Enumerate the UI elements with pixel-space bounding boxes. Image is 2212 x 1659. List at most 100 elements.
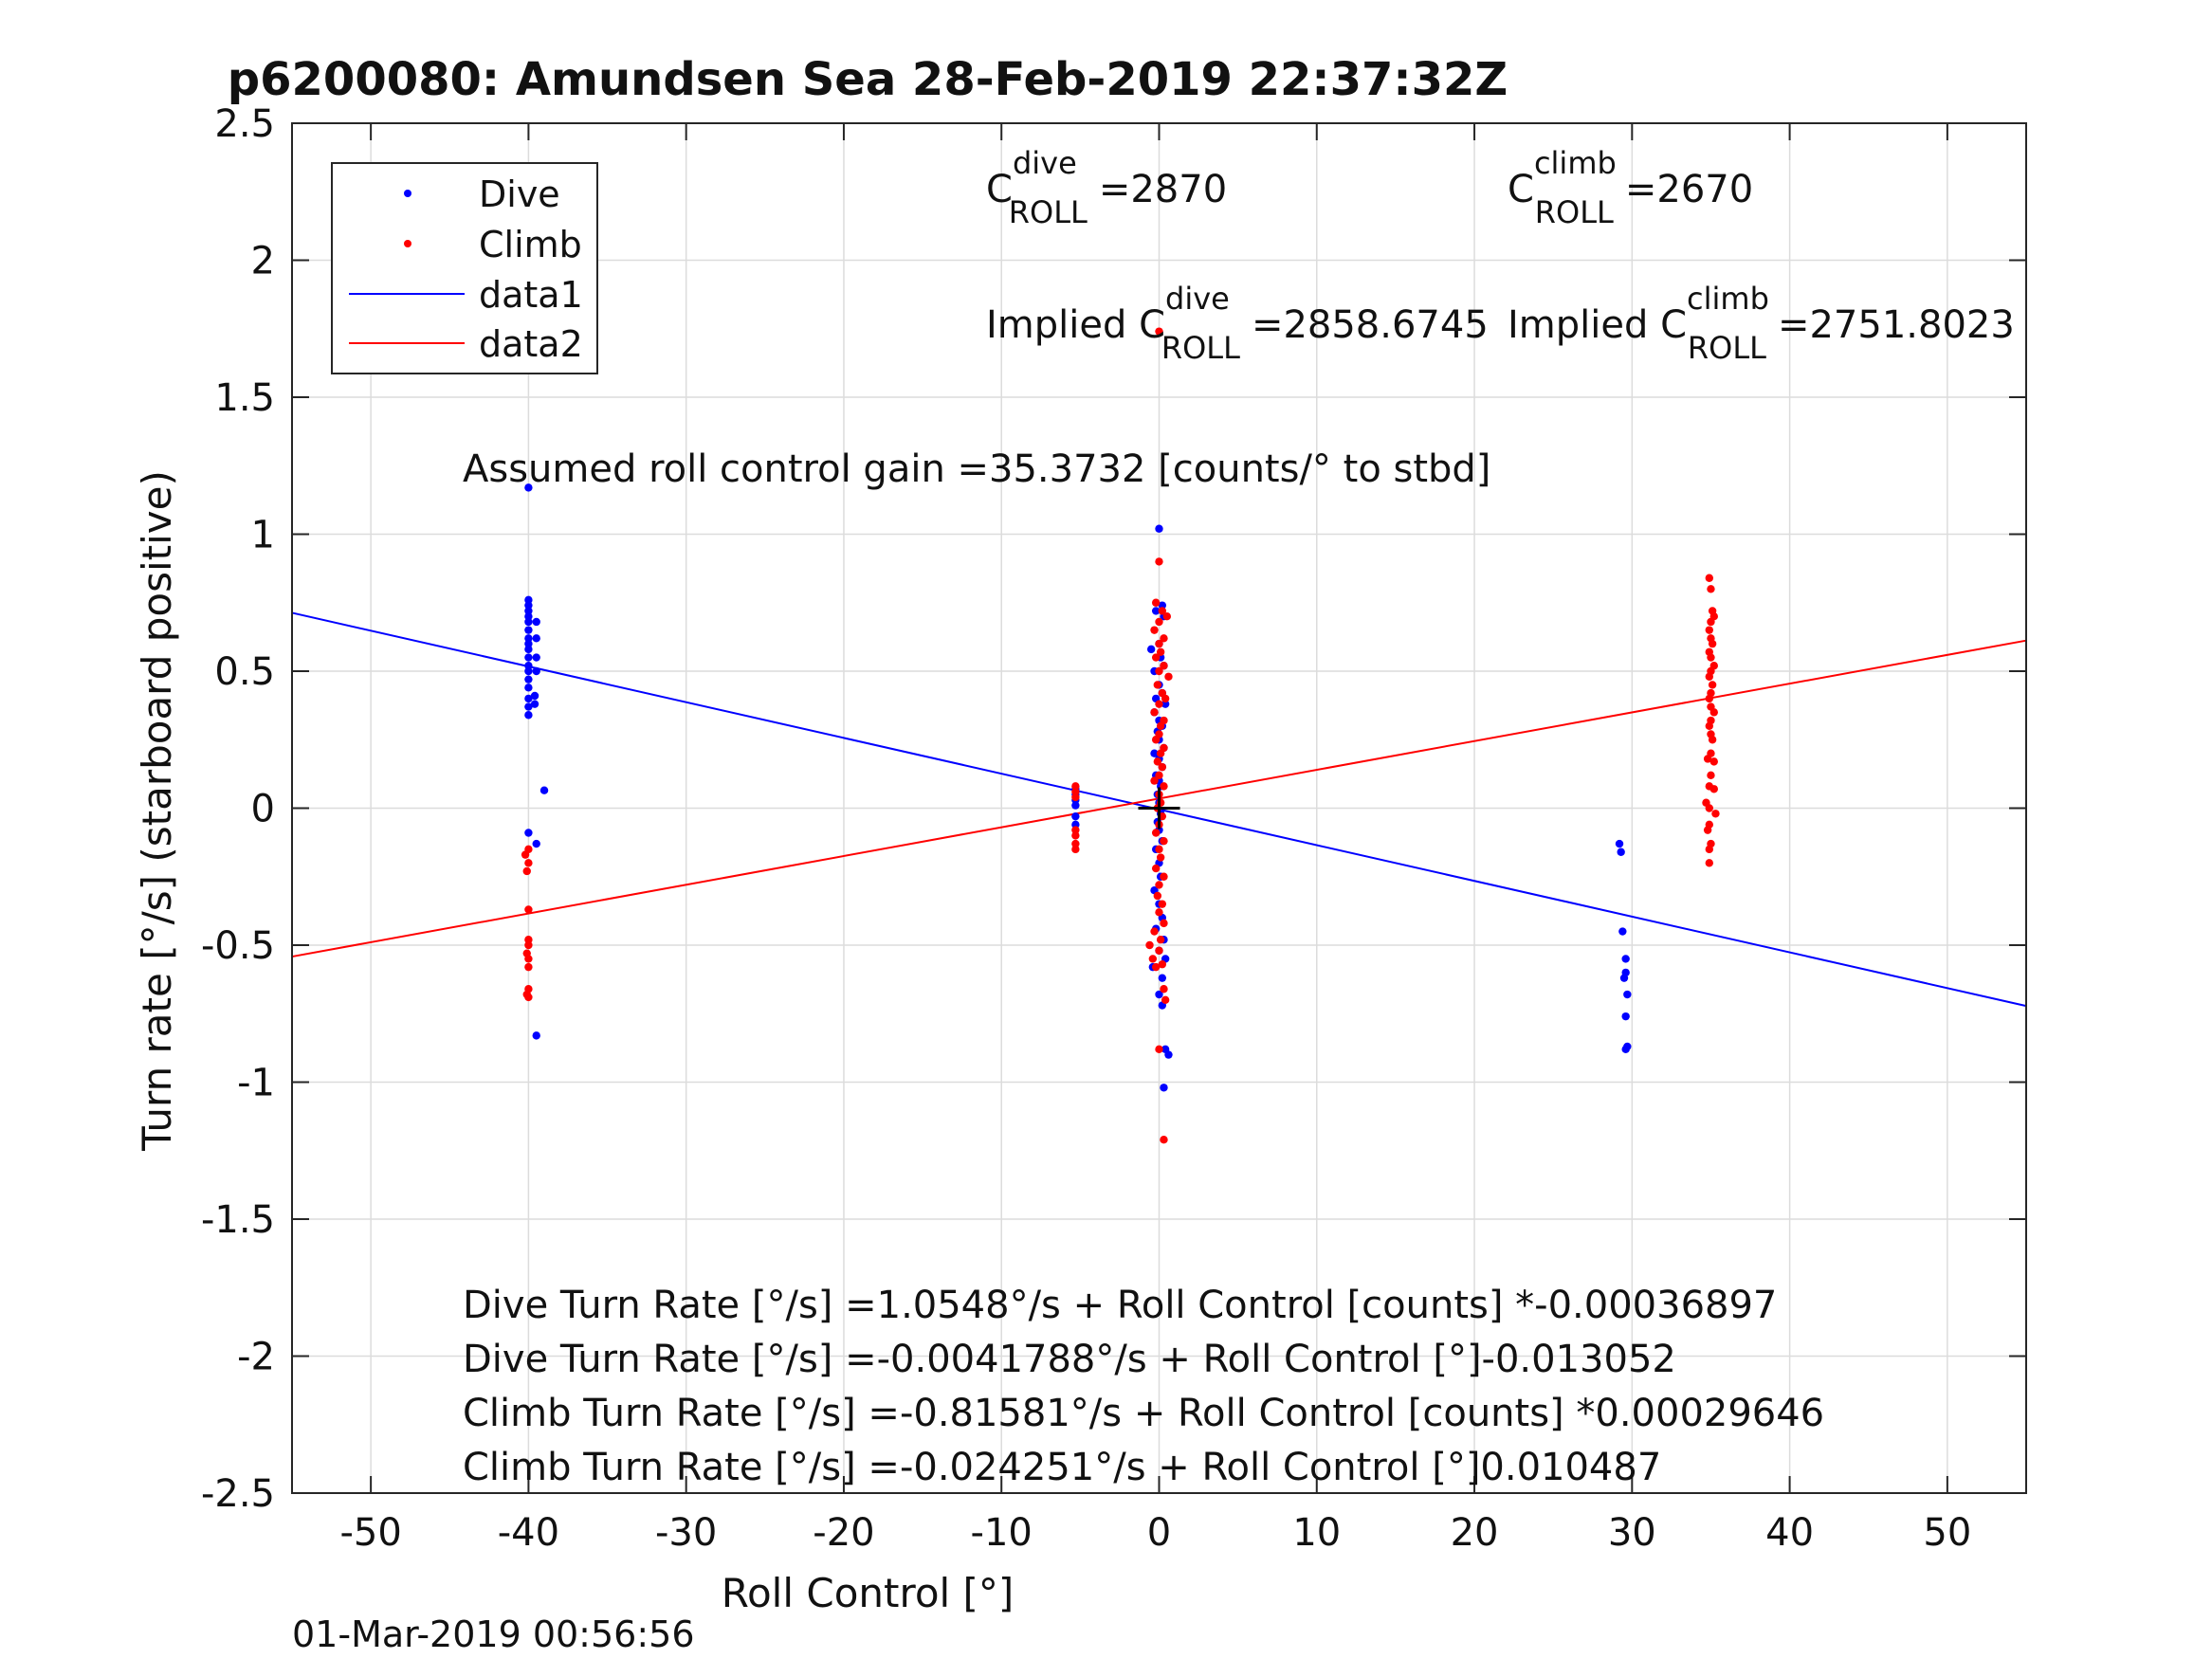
climb-point [1150, 776, 1159, 785]
climb-point [524, 936, 533, 944]
climb-point [1707, 653, 1715, 662]
climb-point [1153, 891, 1162, 901]
legend-data1-label: data1 [479, 274, 583, 316]
implied-c-climb-annotation: Implied Cclimb ROLL=2751.8023 [1508, 281, 2015, 366]
x-tick-label: -10 [971, 1511, 1033, 1555]
climb-point [1071, 787, 1080, 796]
dive-point [524, 711, 533, 720]
legend-dive-marker [404, 190, 411, 197]
legend-box [331, 162, 598, 374]
dive-point [524, 601, 533, 610]
y-tick-label: 0.5 [214, 650, 275, 694]
climb-point [1155, 666, 1163, 676]
climb-point [1158, 960, 1167, 969]
climb-point [1071, 831, 1080, 840]
implied-c-dive-annotation: Implied Cdive ROLL=2858.6745 [986, 281, 1489, 366]
dive-point [1621, 955, 1630, 963]
climb-point [1155, 845, 1163, 854]
climb-point [1151, 598, 1161, 607]
climb-point [1158, 900, 1167, 908]
y-tick-label: 2.5 [214, 102, 275, 146]
climb-point [1156, 647, 1165, 656]
climb-point [524, 905, 533, 914]
dive-point [1071, 801, 1080, 810]
legend-dive-label: Dive [479, 173, 560, 215]
climb-point [1705, 672, 1713, 681]
climb-point [1071, 845, 1080, 854]
dive-point [532, 634, 540, 643]
climb-point [1707, 771, 1715, 780]
c-dive-annotation: Cdive ROLL=2870 [986, 145, 1227, 230]
dive-point [1164, 1050, 1173, 1059]
climb-point [1150, 708, 1159, 717]
climb-point [1155, 617, 1163, 627]
climb-point [1707, 585, 1715, 593]
dive-point [524, 684, 533, 692]
dive-point [1621, 1045, 1630, 1054]
dive-point [1158, 974, 1167, 982]
footer-timestamp: 01-Mar-2019 00:56:56 [292, 1613, 695, 1655]
climb-point [1708, 639, 1717, 648]
dive-point [532, 666, 540, 676]
climb-point [1162, 612, 1172, 621]
climb-point [1151, 653, 1161, 662]
dive-point [539, 786, 549, 794]
c-climb-annotation: Cclimb ROLL=2670 [1508, 145, 1753, 230]
climb-point [1160, 836, 1168, 846]
x-axis-label: Roll Control [°] [722, 1570, 1015, 1616]
climb-point [1158, 607, 1167, 615]
dive-point [530, 691, 539, 701]
climb-point [524, 859, 533, 867]
climb-point [1709, 757, 1718, 766]
climb-point [1071, 839, 1080, 848]
climb-point [1705, 859, 1713, 867]
dive-point [524, 634, 533, 643]
climb-point [1160, 919, 1168, 928]
legend: Dive Climb data1 data2 [331, 162, 598, 374]
x-tick-label: 20 [1451, 1511, 1499, 1555]
dive-point [530, 700, 539, 708]
climb-point [1158, 762, 1167, 772]
climb-point [1155, 946, 1163, 955]
x-tick-label: 10 [1292, 1511, 1341, 1555]
climb-point [1071, 826, 1080, 834]
climb-point [1153, 681, 1162, 689]
climb-point [1709, 785, 1718, 793]
y-tick-label: 2 [251, 240, 275, 283]
climb-point [1705, 721, 1713, 730]
climb-point [1708, 681, 1717, 689]
climb-point [1145, 940, 1154, 950]
y-tick-label: 0 [251, 788, 275, 831]
dive-point [1146, 645, 1156, 654]
dive-point [524, 617, 533, 627]
climb-point [1156, 853, 1165, 862]
climb-point [1705, 804, 1713, 812]
climb-point [524, 940, 533, 950]
dive-point [524, 595, 533, 605]
dive-point [1158, 601, 1167, 610]
legend-climb-marker [404, 240, 411, 247]
dive-point [532, 617, 540, 627]
dive-point [524, 483, 533, 492]
y-tick-label: 1.5 [214, 376, 275, 420]
dive-point [524, 607, 533, 615]
climb-point [1155, 557, 1163, 566]
dive-point [524, 653, 533, 662]
y-tick-label: -2 [237, 1336, 275, 1379]
dive-point [1151, 607, 1161, 615]
climb-point [1160, 872, 1168, 881]
chart-title: p6200080: Amundsen Sea 28-Feb-2019 22:37… [228, 53, 1508, 106]
climb-point [1150, 626, 1159, 634]
climb-point [1155, 881, 1163, 889]
climb-point [1148, 955, 1158, 963]
climb-point [1156, 749, 1165, 757]
dive-point [524, 639, 533, 648]
x-tick-label: 0 [1147, 1511, 1171, 1555]
dive-point [1155, 990, 1163, 999]
climb-point [1707, 617, 1715, 627]
climb-point [1160, 634, 1168, 643]
climb-point [1161, 995, 1170, 1005]
x-tick-label: -40 [498, 1511, 559, 1555]
plot-area [291, 327, 2027, 1144]
